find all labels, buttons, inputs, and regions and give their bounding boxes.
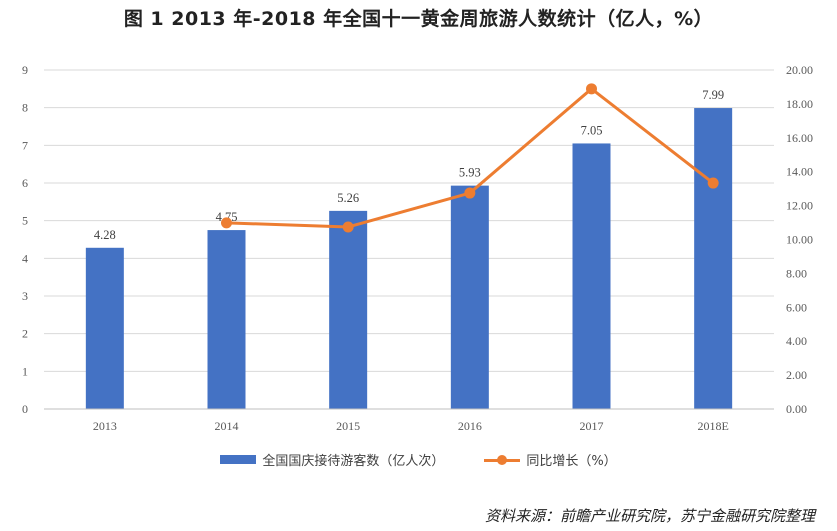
- bar-value-label: 7.05: [581, 123, 603, 137]
- x-tick-label: 2014: [215, 419, 239, 433]
- growth-point: [342, 221, 354, 233]
- y-left-tick-label: 7: [22, 138, 28, 152]
- chart-title: 图 1 2013 年-2018 年全国十一黄金周旅游人数统计（亿人，%）: [123, 8, 714, 30]
- bar-value-label: 4.75: [216, 210, 238, 224]
- y-right-tick-label: 14.00: [786, 165, 813, 179]
- bar-value-label: 5.26: [337, 191, 359, 205]
- y-right-tick-label: 12.00: [786, 199, 813, 213]
- x-tick-label: 2015: [336, 419, 360, 433]
- legend-swatch-bar: [220, 455, 257, 464]
- chart-legend: 全国国庆接待游客数（亿人次） 同比增长（%）: [0, 450, 837, 469]
- y-right-tick-label: 8.00: [786, 266, 807, 280]
- bar-value-label: 7.99: [702, 88, 724, 102]
- bar: [207, 230, 246, 409]
- y-right-tick-label: 10.00: [786, 233, 813, 247]
- y-left-tick-label: 3: [22, 289, 28, 303]
- y-right-tick-label: 20.00: [786, 63, 813, 77]
- x-tick-label: 2018E: [697, 419, 728, 433]
- bar: [450, 185, 489, 409]
- source-note: 资料来源：前瞻产业研究院，苏宁金融研究院整理: [484, 507, 815, 525]
- bar-value-label: 4.28: [94, 228, 116, 242]
- growth-point: [221, 217, 232, 229]
- bar: [85, 247, 124, 409]
- bar-value-label: 5.93: [459, 166, 481, 180]
- y-left-tick-label: 8: [22, 101, 28, 115]
- growth-point: [464, 187, 476, 199]
- legend-label-line: 同比增长（%）: [526, 454, 617, 469]
- x-tick-label: 2016: [458, 419, 482, 433]
- legend-swatch-line: [484, 454, 521, 466]
- y-left-tick-label: 6: [22, 176, 28, 190]
- y-right-tick-label: 4.00: [786, 334, 807, 348]
- y-left-tick-label: 2: [22, 327, 28, 341]
- growth-point: [586, 83, 597, 95]
- y-right-tick-label: 18.00: [786, 97, 813, 111]
- y-left-tick-label: 5: [22, 214, 28, 228]
- y-right-tick-label: 0.00: [786, 402, 807, 416]
- legend-label-bar: 全国国庆接待游客数（亿人次）: [262, 454, 445, 469]
- y-left-tick-label: 1: [22, 364, 28, 378]
- legend-item-line: 同比增长（%）: [484, 450, 617, 469]
- y-left-tick-label: 0: [22, 402, 28, 416]
- y-left-tick-label: 9: [22, 63, 28, 77]
- legend-item-bar: 全国国庆接待游客数（亿人次）: [220, 450, 444, 469]
- bar: [329, 210, 368, 409]
- y-right-tick-label: 6.00: [786, 300, 807, 314]
- y-left-tick-label: 4: [22, 251, 28, 265]
- x-tick-label: 2013: [93, 419, 117, 433]
- y-right-tick-label: 2.00: [786, 368, 807, 382]
- y-right-tick-label: 16.00: [786, 131, 813, 145]
- growth-point: [707, 177, 719, 189]
- bar: [694, 108, 733, 409]
- bar: [572, 143, 611, 409]
- x-tick-label: 2017: [580, 419, 604, 433]
